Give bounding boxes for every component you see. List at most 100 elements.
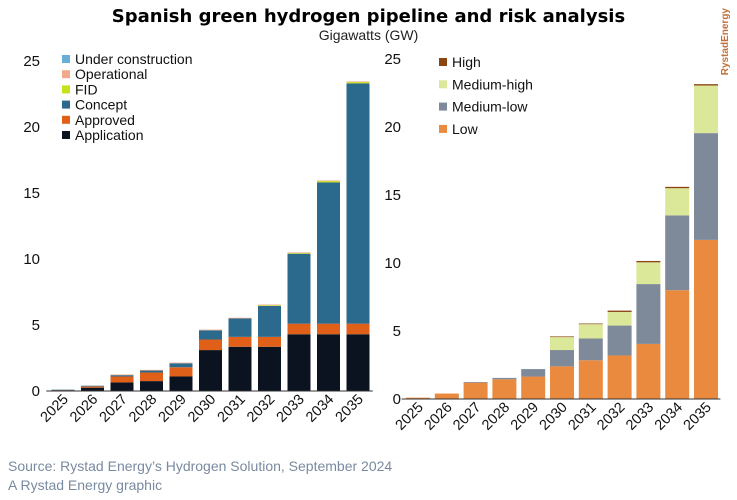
bar-left-application-2029 <box>169 376 193 391</box>
bar-right-medium-high-2033 <box>636 262 661 285</box>
bar-left-application-2034 <box>317 334 340 391</box>
x-tick-label-right-2030: 2030 <box>537 400 571 434</box>
bar-left-operational-2028 <box>140 369 163 371</box>
bar-left-concept-2028 <box>140 370 163 373</box>
legend-label-left-fid: FID <box>75 81 98 97</box>
x-tick-label-right-2028: 2028 <box>479 400 513 434</box>
bar-left-application-2030 <box>199 350 222 391</box>
legend-label-left-operational: Operational <box>75 66 147 82</box>
bar-right-high-2033 <box>636 260 661 263</box>
bar-right-high-2032 <box>607 310 632 312</box>
bar-right-medium-low-2028 <box>492 377 517 380</box>
bar-left-application-2035 <box>346 334 370 391</box>
bar-right-low-2025 <box>406 397 430 399</box>
legend-swatch-right-medium-high <box>439 80 447 89</box>
bar-left-approved-2030 <box>199 339 222 351</box>
chart-subtitle: Gigawatts (GW) <box>318 27 419 43</box>
bar-right-low-2028 <box>492 379 517 399</box>
bar-right-low-2029 <box>521 376 546 399</box>
bar-right-medium-low-2033 <box>636 284 661 344</box>
bar-left-concept-2029 <box>169 363 193 368</box>
bar-right-low-2031 <box>578 360 603 399</box>
bar-right-medium-high-2031 <box>578 324 603 339</box>
bar-right-medium-low-2027 <box>463 382 488 383</box>
bar-left-operational-2033 <box>287 252 311 254</box>
bar-right-medium-low-2034 <box>665 215 690 291</box>
bar-right-medium-low-2030 <box>550 350 574 367</box>
y-tick-label-right-10: 10 <box>384 255 401 272</box>
source-note: Source: Rystad Energy’s Hydrogen Solutio… <box>8 458 393 474</box>
x-tick-label-right-2031: 2031 <box>565 400 599 434</box>
x-tick-label-right-2027: 2027 <box>450 400 484 434</box>
bar-left-application-2032 <box>258 346 281 391</box>
bar-left-approved-2032 <box>258 336 281 347</box>
bar-left-concept-2025 <box>51 389 75 391</box>
chart-title: Spanish green hydrogen pipeline and risk… <box>111 6 626 27</box>
bar-right-medium-high-2032 <box>607 311 632 326</box>
legend-label-left-concept: Concept <box>75 97 127 113</box>
legend-label-right-low: Low <box>452 121 479 137</box>
legend-label-right-high: High <box>452 54 481 70</box>
bar-left-application-2031 <box>228 346 252 391</box>
bar-right-low-2032 <box>607 355 632 399</box>
bar-left-operational-2031 <box>228 317 252 319</box>
legend-swatch-left-under-construction <box>62 55 70 63</box>
y-tick-label-right-25: 25 <box>384 51 401 68</box>
bar-left-approved-2031 <box>228 336 252 347</box>
bar-left-approved-2025 <box>51 390 75 391</box>
y-tick-label-left-20: 20 <box>23 119 40 136</box>
x-tick-label-right-2029: 2029 <box>508 400 542 434</box>
bar-left-concept-2026 <box>81 385 104 387</box>
legend-label-left-under-construction: Under construction <box>75 51 193 67</box>
bar-right-medium-high-2034 <box>665 188 690 216</box>
bar-left-concept-2033 <box>287 253 311 324</box>
bar-right-high-2031 <box>578 323 603 325</box>
y-tick-label-left-0: 0 <box>32 383 40 400</box>
bar-right-medium-low-2032 <box>607 325 632 356</box>
y-tick-label-left-5: 5 <box>32 317 40 334</box>
bar-right-low-2030 <box>550 366 574 399</box>
x-tick-label-left-2026: 2026 <box>67 392 101 426</box>
x-tick-label-left-2032: 2032 <box>244 392 278 426</box>
x-tick-label-left-2025: 2025 <box>38 392 72 426</box>
bar-left-operational-2027 <box>110 374 134 376</box>
legend-label-left-approved: Approved <box>75 112 135 128</box>
bar-right-high-2034 <box>665 186 690 189</box>
bar-left-concept-2034 <box>317 182 340 324</box>
bar-left-approved-2029 <box>169 367 193 377</box>
bar-right-medium-high-2035 <box>694 85 718 134</box>
bar-left-concept-2032 <box>258 305 281 337</box>
bar-left-approved-2028 <box>140 372 163 382</box>
bar-left-application-2027 <box>110 382 134 391</box>
bar-left-fid-2035 <box>346 82 370 84</box>
legend-label-right-medium-low: Medium-low <box>452 99 528 115</box>
bar-left-fid-2033 <box>287 253 311 254</box>
legend-swatch-left-operational <box>62 70 70 79</box>
bar-right-low-2026 <box>434 393 459 399</box>
bar-left-application-2026 <box>81 387 104 391</box>
y-tick-label-right-0: 0 <box>393 391 401 408</box>
bar-left-operational-2035 <box>346 81 370 83</box>
x-tick-label-left-2030: 2030 <box>185 392 219 426</box>
x-tick-label-left-2035: 2035 <box>333 392 367 426</box>
legend-label-right-medium-high: Medium-high <box>452 76 533 92</box>
y-tick-label-left-10: 10 <box>23 251 40 268</box>
y-tick-label-right-5: 5 <box>393 323 401 340</box>
x-tick-label-right-2032: 2032 <box>594 400 628 434</box>
legend-swatch-right-medium-low <box>439 102 447 111</box>
legend-swatch-right-high <box>439 58 447 66</box>
legend-swatch-right-low <box>439 124 447 133</box>
bar-left-approved-2026 <box>81 386 104 388</box>
bar-left-application-2028 <box>140 381 163 391</box>
x-tick-label-left-2029: 2029 <box>156 392 190 426</box>
bar-left-concept-2030 <box>199 330 222 340</box>
bar-right-medium-low-2035 <box>694 133 718 240</box>
bar-right-low-2034 <box>665 290 690 399</box>
y-tick-label-left-25: 25 <box>23 53 40 70</box>
x-tick-label-right-2034: 2034 <box>652 400 686 434</box>
x-tick-label-left-2027: 2027 <box>97 392 131 426</box>
x-tick-label-right-2033: 2033 <box>623 400 657 434</box>
x-tick-label-left-2034: 2034 <box>303 392 337 426</box>
legend-label-left-application: Application <box>75 127 144 143</box>
